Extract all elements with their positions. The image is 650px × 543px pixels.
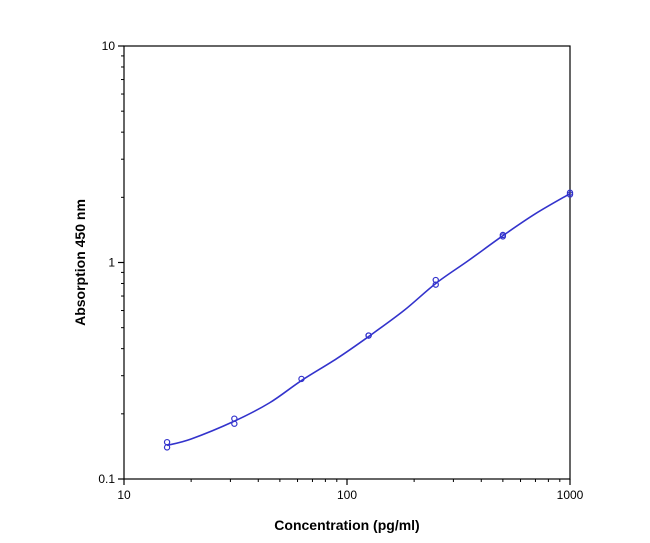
fit-curve [166, 192, 571, 447]
data-point [163, 438, 171, 446]
y-tick-label: 0.1 [98, 472, 115, 486]
data-point [231, 420, 238, 427]
x-tick-label: 100 [337, 488, 357, 502]
y-tick-label: 1 [108, 256, 115, 270]
data-point [298, 375, 305, 383]
plot-frame [123, 45, 571, 480]
plot-area [123, 45, 571, 480]
data-points-layer [163, 189, 574, 451]
data-point [499, 233, 507, 240]
y-tick-label: 10 [102, 39, 116, 53]
x-axis-title: Concentration (pg/ml) [274, 517, 419, 533]
x-tick-label: 1000 [557, 488, 584, 502]
data-point [566, 191, 574, 198]
fit-curve-layer [166, 192, 571, 447]
data-point [365, 332, 372, 339]
y-axis-ticks: 0.1 1 10 [98, 39, 124, 486]
y-axis-title: Absorption 450 nm [72, 199, 88, 326]
x-tick-label: 10 [117, 488, 131, 502]
data-point [432, 281, 439, 288]
x-axis-ticks: 10 100 1000 [117, 479, 584, 502]
data-point [163, 444, 171, 451]
